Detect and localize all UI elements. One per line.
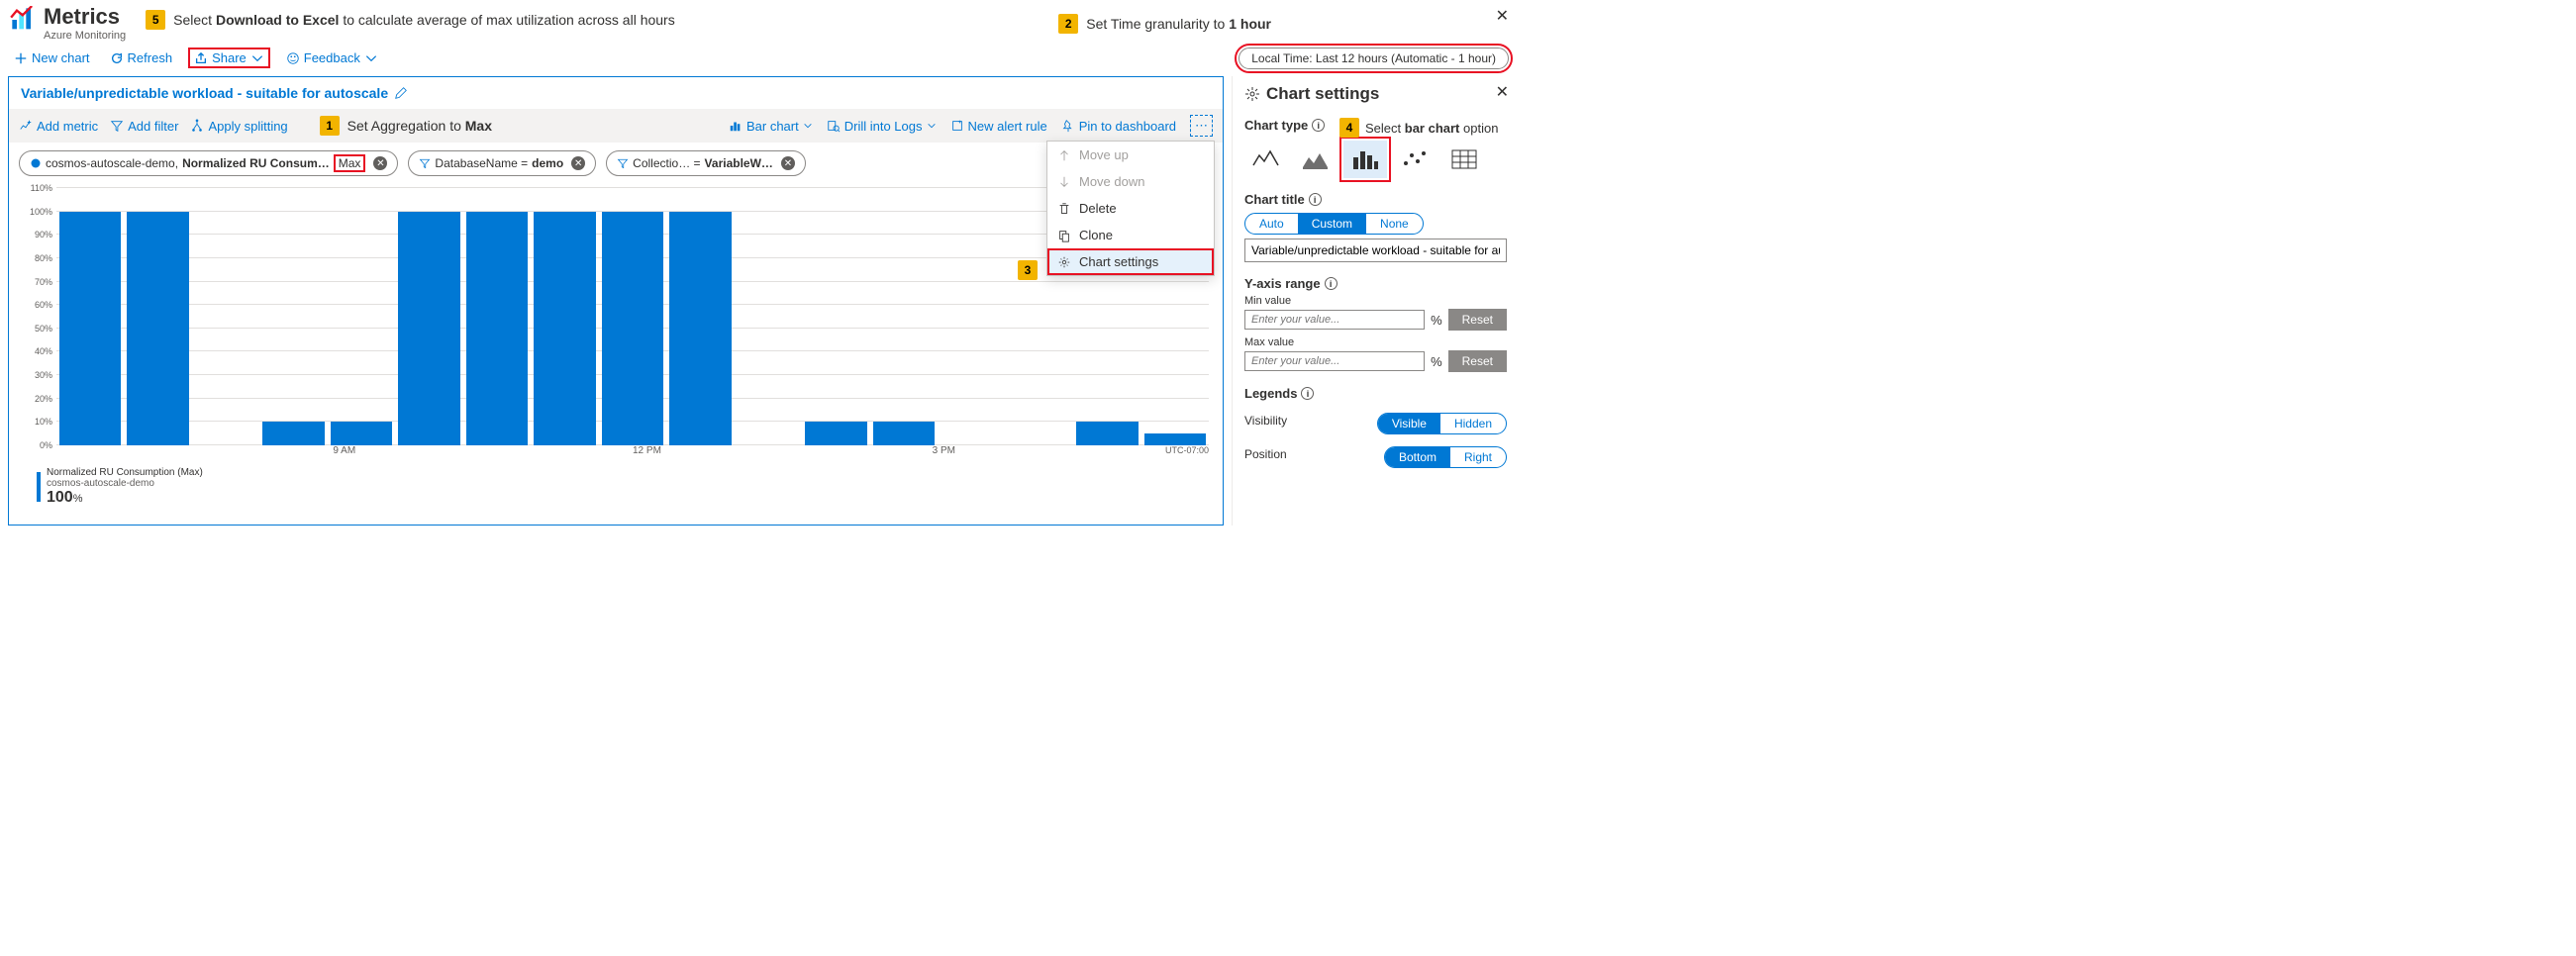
chevron-down-icon	[250, 51, 264, 65]
info-icon[interactable]: i	[1301, 387, 1314, 400]
info-icon[interactable]: i	[1309, 193, 1322, 206]
menu-move-down[interactable]: Move down	[1047, 168, 1214, 195]
chart-type-area[interactable]	[1294, 141, 1338, 178]
legend-sub: cosmos-autoscale-demo	[47, 478, 203, 489]
settings-close-icon[interactable]: ✕	[1496, 82, 1509, 102]
info-icon[interactable]: i	[1325, 277, 1338, 290]
bar	[669, 212, 731, 445]
metrics-icon	[10, 6, 38, 34]
feedback-button[interactable]: Feedback	[282, 48, 382, 67]
chart-type-dropdown[interactable]: Bar chart	[729, 119, 813, 134]
legend-color	[37, 472, 41, 502]
bar	[873, 422, 935, 445]
bar	[127, 212, 188, 445]
callout-1-badge: 1	[320, 116, 340, 136]
menu-clone[interactable]: Clone	[1047, 222, 1214, 248]
edit-icon[interactable]	[394, 86, 408, 100]
remove-icon[interactable]: ✕	[571, 156, 585, 170]
page-title: Metrics	[44, 4, 126, 30]
remove-icon[interactable]: ✕	[373, 156, 387, 170]
min-value-input[interactable]	[1244, 310, 1425, 330]
bar	[534, 212, 595, 445]
chart-type-line[interactable]	[1244, 141, 1288, 178]
bar	[262, 422, 324, 445]
chevron-down-icon	[364, 51, 378, 65]
bar	[59, 212, 121, 445]
callout-3-badge: 3	[1018, 260, 1038, 280]
reset-min-button[interactable]: Reset	[1448, 309, 1507, 331]
callout-2-badge: 2	[1058, 14, 1078, 34]
remove-icon[interactable]: ✕	[781, 156, 795, 170]
menu-move-up[interactable]: Move up	[1047, 142, 1214, 168]
callout-4-badge: 4	[1339, 118, 1359, 138]
add-filter-button[interactable]: Add filter	[110, 119, 178, 134]
new-alert-button[interactable]: New alert rule	[950, 119, 1047, 134]
bar	[1144, 433, 1206, 445]
apply-splitting-button[interactable]: Apply splitting	[190, 119, 287, 134]
chart-title: Variable/unpredictable workload - suitab…	[21, 85, 388, 101]
share-button[interactable]: Share	[188, 48, 270, 68]
pin-dashboard-button[interactable]: Pin to dashboard	[1061, 119, 1176, 134]
info-icon[interactable]: i	[1312, 119, 1325, 132]
chart-type-scatter[interactable]	[1393, 141, 1437, 178]
bar	[602, 212, 663, 445]
title-mode-toggle[interactable]: AutoCustomNone	[1244, 213, 1424, 235]
chart-type-bar[interactable]	[1343, 141, 1387, 178]
filter-pill-database[interactable]: DatabaseName = demo✕	[408, 150, 596, 176]
callout-5-badge: 5	[146, 10, 165, 30]
new-chart-button[interactable]: New chart	[10, 48, 94, 67]
bar	[1076, 422, 1138, 445]
legend-visibility-toggle[interactable]: VisibleHidden	[1377, 413, 1507, 434]
bar	[805, 422, 866, 445]
time-range-picker[interactable]: Local Time: Last 12 hours (Automatic - 1…	[1238, 48, 1509, 69]
refresh-button[interactable]: Refresh	[106, 48, 177, 67]
menu-chart-settings[interactable]: Chart settings	[1047, 248, 1214, 275]
bar	[466, 212, 528, 445]
max-value-input[interactable]	[1244, 351, 1425, 371]
close-icon[interactable]: ✕	[1496, 6, 1509, 26]
chart-title-input[interactable]	[1244, 239, 1507, 262]
legend-position-toggle[interactable]: BottomRight	[1384, 446, 1507, 468]
bar	[398, 212, 459, 445]
page-subtitle: Azure Monitoring	[44, 30, 126, 42]
metric-pill[interactable]: cosmos-autoscale-demo, Normalized RU Con…	[19, 150, 398, 176]
bar	[331, 422, 392, 445]
more-options-button[interactable]: ⋯	[1190, 115, 1213, 137]
menu-delete[interactable]: Delete	[1047, 195, 1214, 222]
chart-type-grid[interactable]	[1442, 141, 1486, 178]
context-menu: Move up Move down Delete Clone Chart set…	[1046, 141, 1215, 276]
bar-chart: 0%10%20%30%40%50%60%70%80%90%100%110%	[56, 188, 1209, 445]
reset-max-button[interactable]: Reset	[1448, 350, 1507, 372]
drill-logs-button[interactable]: Drill into Logs	[827, 119, 937, 134]
add-metric-button[interactable]: Add metric	[19, 119, 98, 134]
settings-title: Chart settings	[1244, 84, 1507, 104]
filter-pill-collection[interactable]: Collectio… = VariableW…✕	[606, 150, 806, 176]
legend-title: Normalized RU Consumption (Max)	[47, 467, 203, 478]
